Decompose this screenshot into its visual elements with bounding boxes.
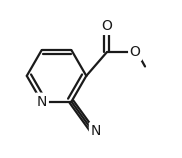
Text: O: O — [101, 19, 112, 33]
Text: N: N — [90, 124, 101, 138]
Text: N: N — [36, 95, 47, 109]
Text: O: O — [130, 45, 141, 59]
